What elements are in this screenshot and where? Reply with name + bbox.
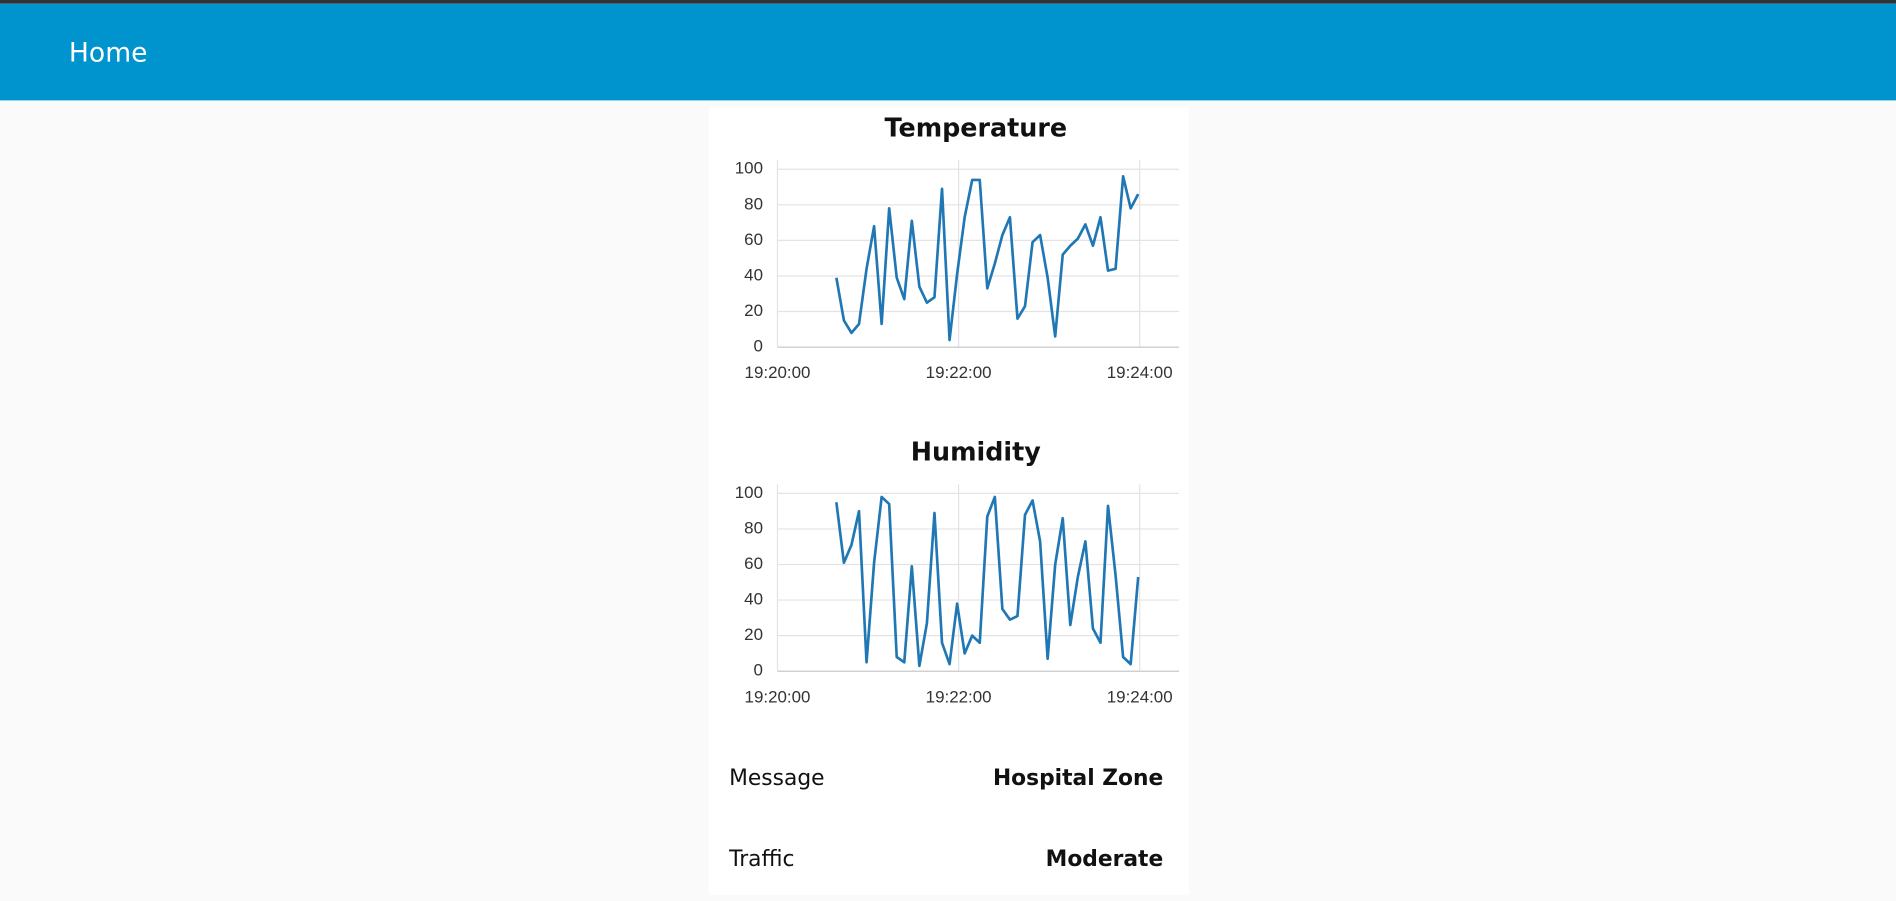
top-border (0, 0, 1896, 4)
widget-label: Message (729, 765, 825, 791)
y-tick-label: 0 (754, 337, 763, 356)
y-tick-label: 0 (754, 661, 763, 680)
x-tick-label: 19:20:00 (745, 687, 811, 706)
charts: Temperature 0 20 40 60 80 100 19:20:00 19:22:00 1… (735, 112, 1179, 706)
y-tick-label: 20 (744, 301, 763, 320)
x-tick-label: 19:24:00 (1107, 363, 1173, 382)
chart-title: Temperature (885, 112, 1068, 142)
y-tick-label: 80 (744, 194, 763, 213)
x-tick-label: 19:22:00 (926, 363, 992, 382)
y-tick-label: 60 (744, 554, 763, 573)
y-tick-label: 80 (744, 518, 763, 537)
line-series (835, 495, 1140, 668)
x-tick-label: 19:22:00 (926, 687, 992, 706)
y-tick-label: 100 (735, 483, 763, 502)
x-tick-label: 19:24:00 (1107, 687, 1173, 706)
y-tick-label: 40 (744, 590, 763, 609)
y-tick-label: 60 (744, 230, 763, 249)
header-bar: Home (0, 3, 1896, 101)
widget-label: Traffic (729, 846, 795, 872)
x-tick-label: 19:20:00 (745, 363, 811, 382)
widget-value: Moderate (1045, 846, 1164, 872)
card: Temperature 0 20 40 60 80 100 19:20:00 19:22:00 1… (708, 106, 1189, 895)
y-tick-label: 20 (744, 625, 763, 644)
header-title: Home (68, 38, 148, 69)
widget-value: Hospital Zone (992, 765, 1164, 791)
y-tick-label: 40 (744, 265, 763, 284)
message-row: Message Hospital Zone (729, 766, 1163, 802)
y-tick-label: 100 (735, 159, 763, 178)
line-series (835, 175, 1140, 342)
traffic-row: Traffic Moderate (729, 847, 1163, 883)
chart-title: Humidity (911, 437, 1041, 467)
